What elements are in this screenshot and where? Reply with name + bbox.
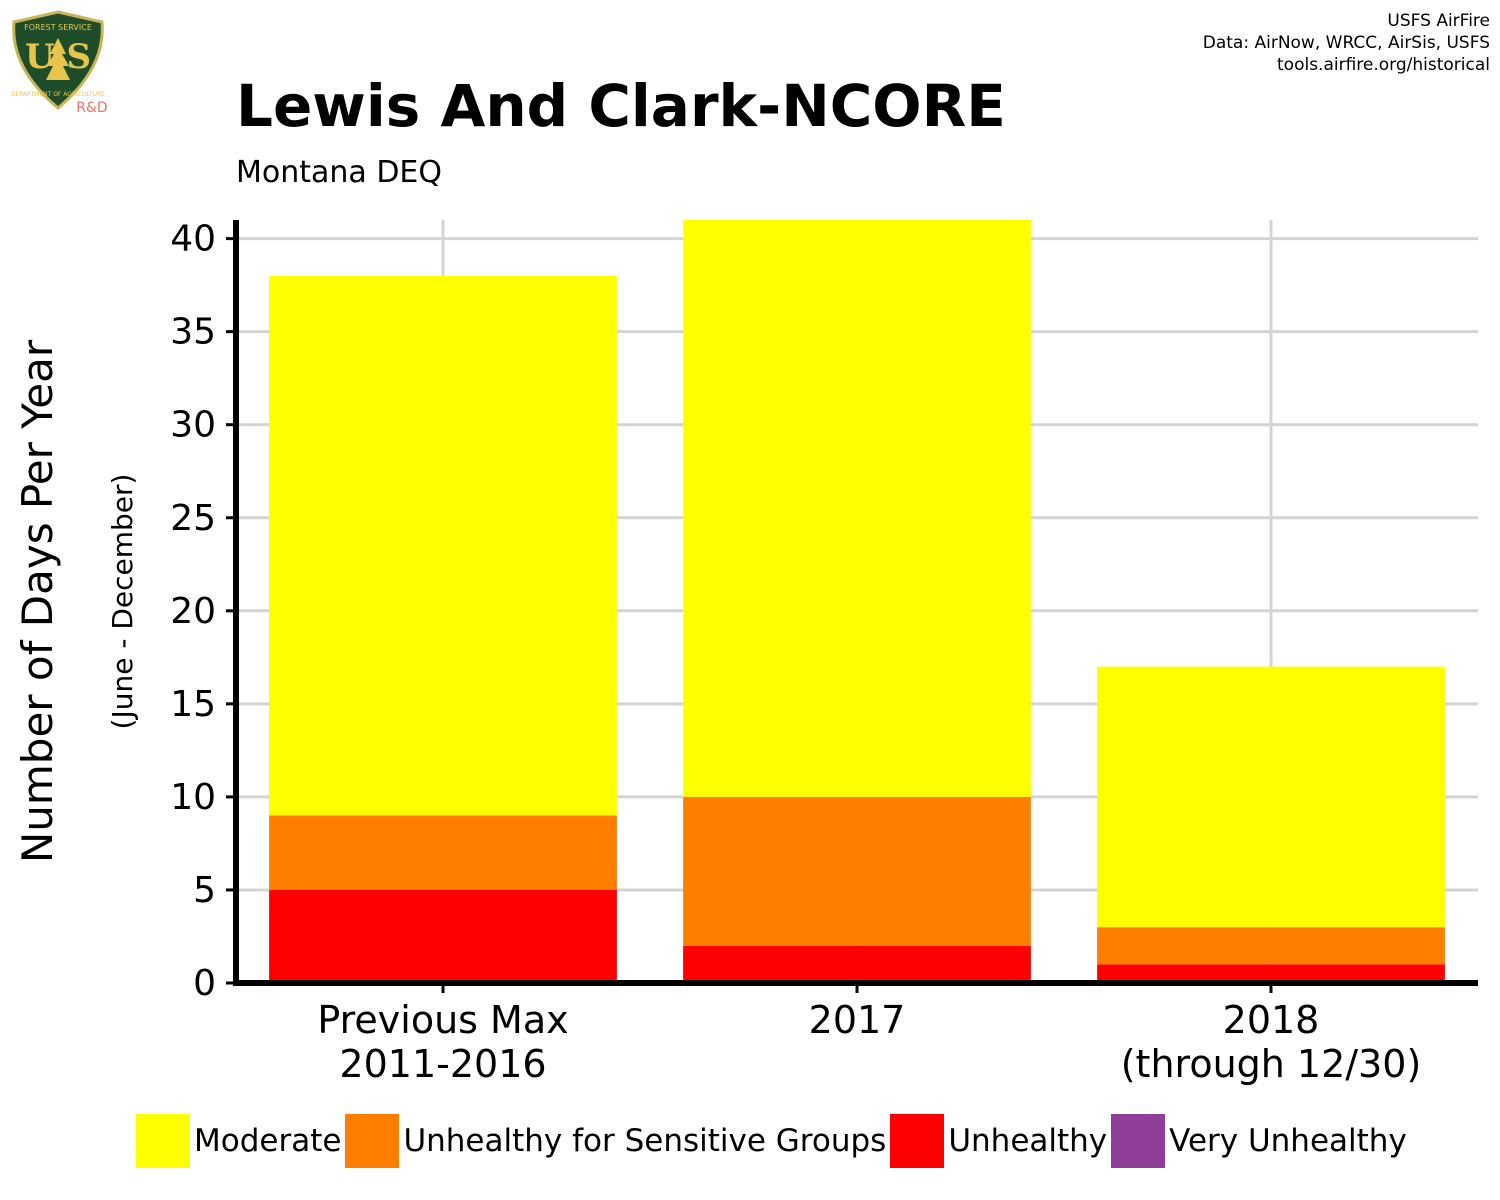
legend-label: Unhealthy for Sensitive Groups [403, 1123, 887, 1159]
x-tick-label: (through 12/30) [1121, 1042, 1422, 1086]
legend-label: Very Unhealthy [1169, 1123, 1407, 1159]
legend-label: Moderate [194, 1123, 342, 1159]
y-tick-label: 15 [170, 684, 216, 725]
y-tick-label: 10 [170, 777, 216, 818]
bar-segment-moderate [1097, 666, 1445, 928]
logo-bottom-text: DEPARTMENT OF AGRICULTURE [11, 91, 105, 98]
y-axis-subtitle: (June - December) [106, 474, 139, 730]
credit-line: USFS AirFire [1387, 11, 1490, 31]
y-tick-label: 35 [170, 312, 216, 353]
x-tick-label: 2017 [809, 998, 906, 1042]
x-tick-label: Previous Max [317, 998, 568, 1042]
usfs-shield-logo: U S FOREST SERVICE DEPARTMENT OF AGRICUL… [11, 10, 108, 116]
legend-item: Very Unhealthy [1111, 1114, 1411, 1168]
credits: USFS AirFire Data: AirNow, WRCC, AirSis,… [1203, 10, 1490, 76]
chart-subtitle: Montana DEQ [236, 155, 443, 190]
bar-segment-unhealthy [1097, 964, 1445, 983]
bar-segment-unhealthy-for-sensitive-groups [269, 815, 617, 890]
credit-line: Data: AirNow, WRCC, AirSis, USFS [1202, 33, 1490, 53]
y-axis-title: Number of Days Per Year [13, 339, 62, 863]
legend-item: Moderate [136, 1114, 345, 1168]
legend: Moderate Unhealthy for Sensitive Groups Un… [136, 1114, 1411, 1168]
x-tick-label: 2011-2016 [339, 1042, 546, 1086]
legend-item: Unhealthy [890, 1114, 1111, 1168]
y-tick-label: 0 [193, 963, 216, 1004]
x-tick-label: 2018 [1223, 998, 1320, 1042]
legend-swatch [345, 1114, 400, 1168]
bar-segment-unhealthy-for-sensitive-groups [1097, 927, 1445, 965]
bar-segment-moderate [269, 275, 617, 816]
legend-swatch [1111, 1114, 1166, 1168]
y-tick-label: 20 [170, 591, 216, 632]
bar-segment-unhealthy [269, 889, 617, 983]
y-tick-label: 30 [170, 405, 216, 446]
y-tick-label: 25 [170, 498, 216, 539]
legend-label: Unhealthy [948, 1123, 1108, 1159]
bar-segment-unhealthy [683, 945, 1031, 983]
credit-line: tools.airfire.org/historical [1277, 55, 1490, 75]
logo-top-text: FOREST SERVICE [24, 23, 92, 32]
y-tick-label: 5 [193, 870, 216, 911]
y-tick-label: 40 [170, 219, 216, 260]
bar-segment-unhealthy-for-sensitive-groups [683, 796, 1031, 946]
legend-swatch [890, 1114, 945, 1168]
legend-swatch [136, 1114, 190, 1168]
bar-segment-moderate [683, 220, 1031, 797]
legend-item: Unhealthy for Sensitive Groups [345, 1114, 890, 1168]
chart-title: Lewis And Clark-NCORE [236, 72, 1006, 140]
logo-badge: R&D [76, 100, 107, 116]
